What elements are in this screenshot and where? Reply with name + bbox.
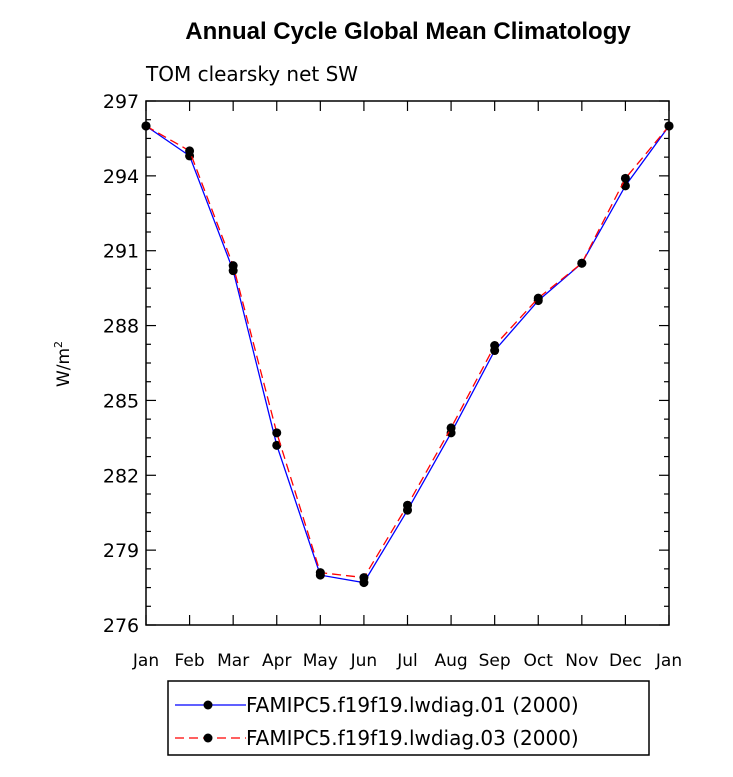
y-tick-label: 288: [103, 316, 139, 338]
chart-title: Annual Cycle Global Mean Climatology: [185, 18, 631, 45]
x-tick-label: Sep: [479, 651, 511, 671]
x-tick-label: Mar: [217, 651, 249, 671]
y-tick-label: 297: [103, 91, 139, 113]
x-tick-label: Dec: [609, 651, 642, 671]
series-2-point: [228, 261, 238, 271]
legend-entry-2: FAMIPC5.f19f19.lwdiag.03 (2000): [175, 726, 579, 750]
x-tick-label: Jun: [350, 651, 378, 671]
y-tick-label: 276: [103, 615, 139, 637]
x-tick-label: Jul: [396, 651, 418, 671]
y-tick-label: 279: [103, 540, 139, 562]
series-2-point: [577, 258, 587, 268]
series-2-point: [141, 121, 151, 131]
x-tick-label: Oct: [524, 651, 554, 671]
legend-entry-1: FAMIPC5.f19f19.lwdiag.01 (2000): [175, 693, 579, 717]
series-2-point: [315, 568, 325, 578]
x-tick-label: Aug: [434, 651, 467, 671]
series-2-point: [446, 423, 456, 433]
svg-text:W/m2: W/m2: [52, 341, 74, 387]
plot-frame: [145, 100, 670, 626]
y-axis-label: W/m2: [52, 341, 74, 387]
legend-label-1: FAMIPC5.f19f19.lwdiag.01 (2000): [246, 693, 579, 717]
y-tick-label: 285: [103, 390, 139, 412]
x-tick-label: Feb: [175, 651, 205, 671]
series-2-point: [185, 146, 195, 156]
x-axis: Jan Feb Mar Apr May Jun Jul Aug Sep Oct Nov Dec Jan: [132, 101, 682, 671]
series-2-point: [272, 428, 282, 438]
series-2-point: [490, 341, 500, 351]
series-2-point: [359, 573, 369, 583]
series-2-point: [533, 293, 543, 303]
x-tick-label: May: [303, 651, 338, 671]
legend-box: [167, 680, 650, 756]
y-axis-label-unit: W/m: [54, 348, 74, 387]
x-tick-label: Jan: [132, 651, 159, 671]
series-2-point: [664, 121, 674, 131]
series-1-point: [272, 440, 282, 450]
x-tick-label: Jan: [655, 651, 682, 671]
y-axis: 276 279 282 285 288 291 294 297: [103, 91, 669, 637]
y-tick-label: 282: [103, 465, 139, 487]
legend-marker-2: [203, 733, 213, 743]
x-tick-label: Apr: [262, 651, 291, 671]
series-2-point: [620, 173, 630, 183]
legend-marker-1: [203, 700, 213, 710]
y-axis-label-exponent: 2: [52, 341, 65, 348]
x-tick-label: Nov: [565, 651, 598, 671]
legend-label-2: FAMIPC5.f19f19.lwdiag.03 (2000): [246, 726, 579, 750]
y-tick-label: 291: [103, 241, 139, 263]
legend: FAMIPC5.f19f19.lwdiag.01 (2000) FAMIPC5.…: [167, 680, 650, 756]
series-layer: [141, 121, 674, 588]
series-2-point: [403, 500, 412, 510]
chart-subtitle: TOM clearsky net SW: [145, 62, 358, 86]
y-tick-label: 294: [103, 166, 139, 188]
